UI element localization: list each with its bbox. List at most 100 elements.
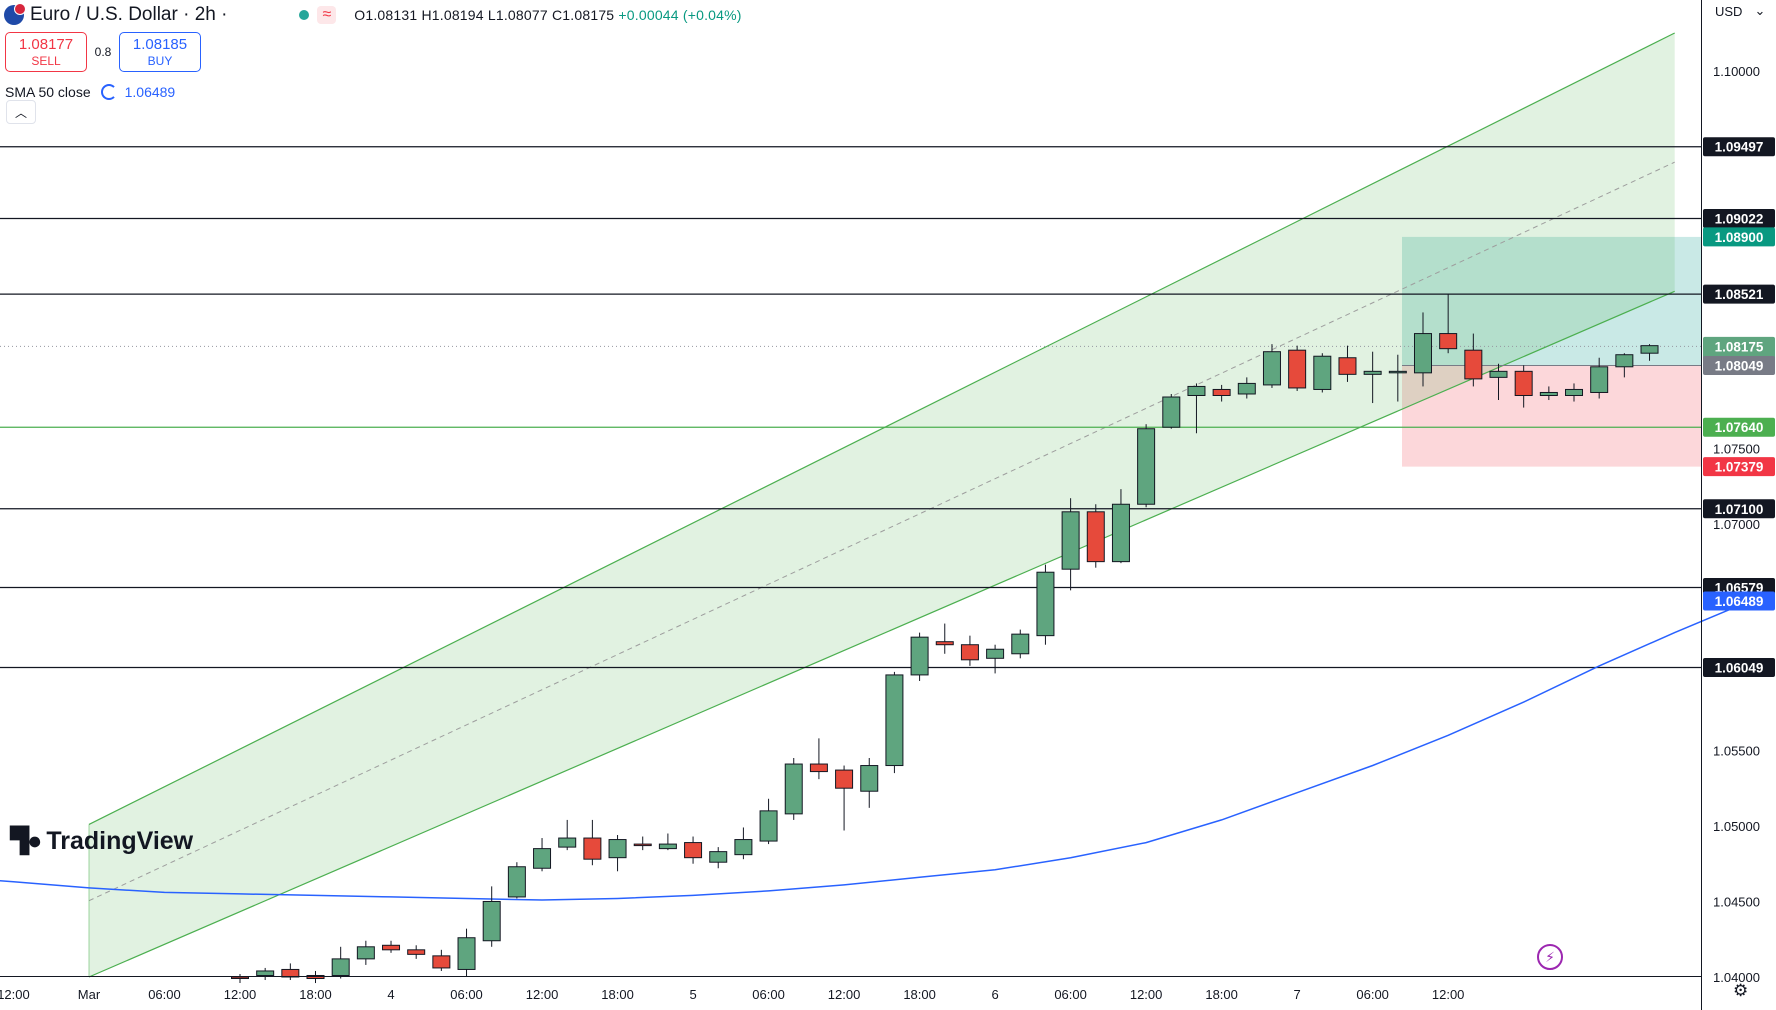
candle-down (960, 644, 979, 661)
price-axis[interactable]: 1.10000 1.07500 1.07000 1.05500 1.05000 1.045… (1713, 64, 1760, 985)
candle-down (809, 763, 828, 773)
candle (1212, 384, 1231, 402)
time-tick-label: 12:00 (526, 987, 559, 1002)
candle-up (1036, 571, 1055, 637)
candle-down (281, 968, 300, 978)
price-tick-label: 1.05000 (1713, 819, 1760, 834)
time-tick-label: 18:00 (601, 987, 634, 1002)
price-label-bg (1703, 457, 1775, 477)
candle (960, 635, 979, 666)
time-tick-label: 18:00 (903, 987, 936, 1002)
time-tick-label: 06:00 (1356, 987, 1389, 1002)
candle (1061, 498, 1080, 591)
sell-label: SELL (31, 54, 61, 68)
candle-down (1439, 333, 1458, 350)
candle (1514, 365, 1533, 408)
price-label: 1.08521 (1703, 284, 1775, 304)
candle (482, 886, 501, 947)
candle-up (1615, 354, 1634, 368)
symbol-header[interactable]: Euro / U.S. Dollar · 2h · ≈ O1.08131 H1.… (4, 2, 742, 28)
price-label-text: 1.08521 (1715, 287, 1764, 302)
sell-button[interactable]: 1.08177 SELL (5, 32, 87, 72)
time-tick-label: 4 (387, 987, 394, 1002)
candle-up (507, 866, 526, 898)
time-axis[interactable]: 12:00 Mar 06:00 12:00 18:00 4 06:00 12:00 18:00 5… (0, 987, 1464, 1002)
price-label-bg (1703, 417, 1775, 437)
price-label-bg (1703, 227, 1775, 247)
price-label-text: 1.07100 (1715, 502, 1764, 517)
brand-name: TradingView (46, 826, 194, 855)
candle-up (1187, 385, 1206, 396)
candle (1489, 363, 1508, 401)
candle-up (1061, 511, 1080, 570)
candle-down (1338, 357, 1357, 375)
candle-up (986, 648, 1005, 659)
candle (734, 827, 753, 860)
candle-up (256, 970, 275, 976)
time-tick-label: 5 (689, 987, 696, 1002)
time-tick-label: 12:00 (1432, 987, 1465, 1002)
price-tick-label: 1.04500 (1713, 894, 1760, 909)
candle (1162, 393, 1181, 429)
candle (1187, 383, 1206, 434)
live-dot-icon (299, 10, 310, 20)
horizontal-levels[interactable] (0, 146, 1701, 669)
interval-label[interactable]: 2h (194, 4, 216, 25)
currency-label: USD (1715, 3, 1743, 19)
candle (1011, 629, 1030, 659)
ohlc-values: O1.08131 H1.08194 L1.08077 C1.08175 +0.0… (354, 7, 741, 23)
time-tick-label: 06:00 (1054, 987, 1087, 1002)
candle-up (457, 937, 476, 970)
candle-up (860, 765, 879, 792)
sma-legend[interactable]: SMA 50 close 1.06489 (5, 84, 175, 100)
time-tick-label: 7 (1294, 987, 1301, 1002)
price-tick-label: 1.10000 (1713, 64, 1760, 79)
candle-up (1388, 370, 1407, 374)
time-tick-label: 12:00 (1130, 987, 1163, 1002)
bolt-icon[interactable]: ⚡ (1537, 944, 1563, 970)
price-label: 1.09497 (1703, 137, 1775, 157)
candle-up (1262, 351, 1281, 386)
candle-up (1489, 370, 1508, 378)
tradingview-logo-icon: ▜● (10, 827, 42, 855)
price-tick-label: 1.07500 (1713, 441, 1760, 456)
candle-down (835, 769, 854, 789)
parallel-channel[interactable] (88, 32, 1675, 978)
candle (986, 644, 1005, 674)
tradingview-logo[interactable]: ▜● TradingView (10, 826, 193, 856)
symbol-name[interactable]: Euro / U.S. Dollar (30, 4, 178, 25)
price-tick-label: 1.07000 (1713, 517, 1760, 532)
gear-icon[interactable]: ⚙ (1733, 981, 1749, 1000)
candle-down (633, 843, 652, 847)
candle-down (684, 842, 703, 859)
candle-up (784, 763, 803, 815)
candle (608, 835, 627, 872)
candle-up (734, 839, 753, 856)
candle (658, 833, 677, 851)
candle-up (1237, 382, 1256, 395)
collapse-legend-button[interactable]: ︿ (6, 100, 36, 124)
time-tick-label: 12:00 (224, 987, 257, 1002)
buy-button[interactable]: 1.08185 BUY (119, 32, 201, 72)
candle-down (1288, 349, 1307, 389)
price-label-text: 1.08049 (1715, 358, 1764, 373)
wave-icon[interactable]: ≈ (317, 6, 337, 24)
price-label-bg (1703, 137, 1775, 157)
candle (1111, 489, 1130, 564)
price-label-text: 1.09022 (1715, 211, 1764, 226)
candle-up (558, 837, 577, 848)
candle (1413, 312, 1432, 387)
price-label: 1.07379 (1703, 457, 1775, 477)
price-label-text: 1.06489 (1715, 594, 1764, 609)
channel-fill (88, 33, 1675, 977)
candle-up (1539, 391, 1558, 396)
currency-selector[interactable]: USD ⌄ (1715, 3, 1765, 19)
price-label: 1.06489 (1703, 591, 1775, 611)
channel-upper-line (88, 32, 1675, 825)
candle (1137, 424, 1156, 508)
refresh-icon[interactable] (100, 84, 117, 100)
trade-panel: 1.08177 SELL 0.8 1.08185 BUY (5, 32, 201, 72)
separator-dot: · (215, 4, 228, 25)
